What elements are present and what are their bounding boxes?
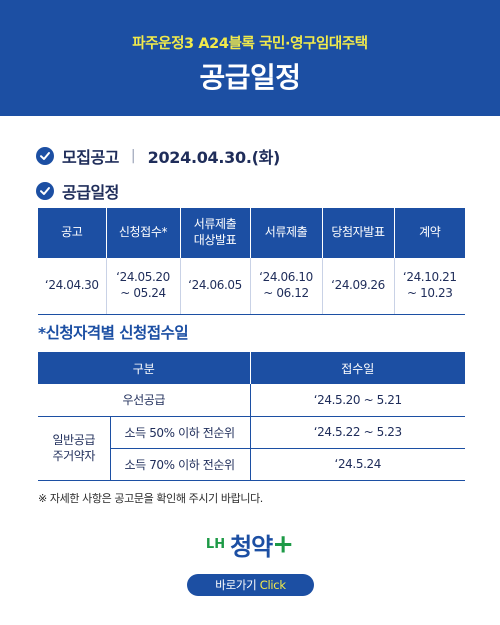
schedule-col-header: 공고 bbox=[38, 208, 107, 258]
logo-name: 청약 bbox=[230, 533, 273, 561]
income70-date-cell: ‘24.5.24 bbox=[250, 448, 465, 481]
schedule-col-label: 공고 bbox=[61, 225, 83, 240]
schedule-col-header: 당첨자발표 bbox=[322, 208, 395, 258]
button-accent: Click bbox=[259, 578, 286, 592]
schedule-col-header: 계약 bbox=[394, 208, 465, 258]
income50-label: 소득 50% 이하 전순위 bbox=[124, 425, 236, 440]
priority-label-cell: 우선공급 bbox=[38, 384, 251, 417]
announcement-date: 2024.04.30.(화) bbox=[147, 148, 281, 167]
check-circle-icon bbox=[36, 182, 54, 200]
schedule-col-label: 신청접수* bbox=[118, 225, 168, 240]
category-header-label: 구분 bbox=[132, 361, 155, 376]
income50-date-cell: ‘24.5.22 ~ 5.23 bbox=[250, 416, 465, 449]
schedule-col-label: 계약 bbox=[419, 225, 441, 240]
schedule-cell: ‘24.04.30 bbox=[38, 258, 107, 315]
priority-label: 우선공급 bbox=[122, 393, 166, 408]
income70-date: ‘24.5.24 bbox=[334, 457, 382, 471]
qualification-header-row: 구분 접수일 bbox=[38, 352, 465, 384]
header-title: 공급일정 bbox=[199, 61, 301, 94]
schedule-col-header: 신청접수* bbox=[106, 208, 181, 258]
schedule-col-label: 당첨자발표 bbox=[331, 225, 385, 240]
separator: | bbox=[130, 148, 136, 164]
general-group-cell: 일반공급 주거약자 bbox=[38, 416, 111, 481]
income70-label: 소득 70% 이하 전순위 bbox=[124, 457, 236, 472]
qualification-table: 구분 접수일 우선공급 ‘24.5.20 ~ 5.21 일반공급 주거약자 소득… bbox=[38, 352, 465, 481]
schedule-table: 공고 신청접수* 서류제출 대상발표 서류제출 당첨자발표 계약 ‘24.04.… bbox=[38, 208, 465, 315]
category-header: 구분 bbox=[38, 352, 251, 384]
lh-cheongyak-logo: LH 청약+ bbox=[0, 527, 500, 562]
schedule-col-header: 서류제출 대상발표 bbox=[180, 208, 251, 258]
schedule-value: ‘24.10.21 ~ 10.23 bbox=[402, 270, 457, 300]
schedule-value-row: ‘24.04.30 ‘24.05.20 ~ 05.24 ‘24.06.05 ‘2… bbox=[38, 258, 465, 315]
schedule-col-header: 서류제출 bbox=[250, 208, 323, 258]
logo-plus-icon: + bbox=[272, 529, 295, 560]
priority-date-cell: ‘24.5.20 ~ 5.21 bbox=[250, 384, 465, 417]
footnote: ※ 자세한 사항은 공고문을 확인해 주시기 바랍니다. bbox=[38, 492, 263, 505]
schedule-col-label: 서류제출 대상발표 bbox=[193, 217, 237, 247]
logo-prefix: LH bbox=[205, 537, 226, 552]
income50-label-cell: 소득 50% 이하 전순위 bbox=[110, 416, 251, 449]
announcement-label: 모집공고 bbox=[62, 148, 119, 167]
general-group-label: 일반공급 주거약자 bbox=[52, 432, 96, 463]
header-subtitle: 파주운정3 A24블록 국민·영구임대주택 bbox=[132, 36, 368, 52]
schedule-heading: 공급일정 bbox=[36, 179, 119, 203]
announcement-row: 모집공고 | 2024.04.30.(화) bbox=[36, 144, 280, 168]
date-header-label: 접수일 bbox=[341, 361, 375, 376]
check-circle-icon bbox=[36, 147, 54, 165]
general-row-2: 소득 70% 이하 전순위 ‘24.5.24 bbox=[38, 448, 465, 481]
income50-date: ‘24.5.22 ~ 5.23 bbox=[313, 425, 402, 439]
schedule-value: ‘24.06.05 bbox=[188, 277, 242, 292]
qualification-title: *신청자격별 신청접수일 bbox=[38, 324, 189, 342]
schedule-cell: ‘24.09.26 bbox=[322, 258, 395, 315]
schedule-value: ‘24.04.30 bbox=[44, 277, 99, 292]
header-banner: 파주운정3 A24블록 국민·영구임대주택 공급일정 bbox=[0, 0, 500, 116]
schedule-value: ‘24.05.20 ~ 05.24 bbox=[116, 270, 170, 300]
priority-row: 우선공급 ‘24.5.20 ~ 5.21 bbox=[38, 384, 465, 417]
schedule-cell: ‘24.06.05 bbox=[180, 258, 251, 315]
go-shortcut-button[interactable]: 바로가기 Click bbox=[187, 574, 314, 596]
date-header: 접수일 bbox=[250, 352, 465, 384]
schedule-value: ‘24.09.26 bbox=[331, 277, 385, 292]
schedule-label: 공급일정 bbox=[62, 183, 119, 202]
schedule-cell: ‘24.05.20 ~ 05.24 bbox=[106, 258, 181, 315]
schedule-value: ‘24.06.10 ~ 06.12 bbox=[259, 270, 313, 300]
schedule-cell: ‘24.06.10 ~ 06.12 bbox=[250, 258, 323, 315]
schedule-header-row: 공고 신청접수* 서류제출 대상발표 서류제출 당첨자발표 계약 bbox=[38, 208, 465, 258]
schedule-col-label: 서류제출 bbox=[264, 225, 308, 240]
schedule-cell: ‘24.10.21 ~ 10.23 bbox=[394, 258, 465, 315]
priority-date: ‘24.5.20 ~ 5.21 bbox=[313, 392, 402, 407]
income70-label-cell: 소득 70% 이하 전순위 bbox=[110, 448, 251, 481]
general-row-1: 일반공급 주거약자 소득 50% 이하 전순위 ‘24.5.22 ~ 5.23 bbox=[38, 416, 465, 481]
button-label: 바로가기 bbox=[215, 578, 257, 592]
